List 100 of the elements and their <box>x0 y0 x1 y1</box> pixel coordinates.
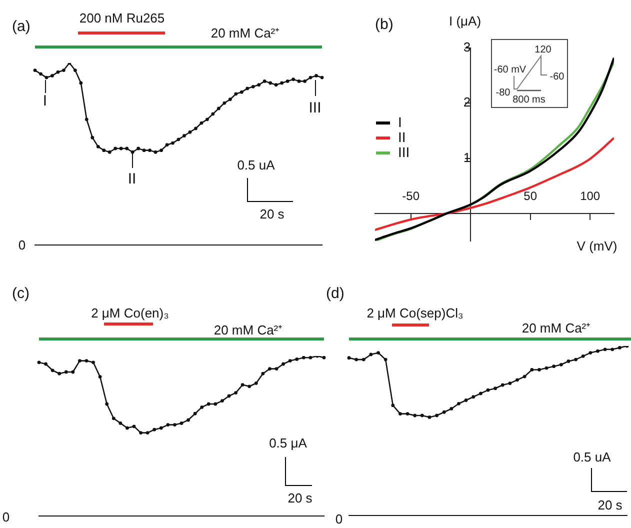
point <box>295 358 299 361</box>
point <box>268 367 272 370</box>
text: 0 <box>335 512 343 526</box>
chart-title: (a) <box>12 18 30 36</box>
point <box>62 68 66 72</box>
point <box>44 76 48 80</box>
point <box>406 412 410 416</box>
point <box>618 346 622 350</box>
point <box>251 84 255 88</box>
point <box>78 359 82 362</box>
point <box>182 134 186 138</box>
point <box>302 356 306 360</box>
point <box>320 76 324 80</box>
chart-title: (d) <box>326 285 344 302</box>
point <box>79 81 83 85</box>
point <box>274 367 278 370</box>
point <box>254 382 258 385</box>
point <box>308 76 312 80</box>
point <box>171 141 174 145</box>
point <box>530 368 534 372</box>
point <box>559 362 563 366</box>
point <box>118 422 122 425</box>
point <box>442 410 446 414</box>
text: 20 mM Ca²⁺ <box>210 26 280 40</box>
point <box>206 118 209 122</box>
annotation: 0.5 uA <box>237 158 275 172</box>
point <box>216 106 220 110</box>
point <box>186 418 190 422</box>
point <box>130 150 134 154</box>
point <box>96 144 100 148</box>
point <box>64 370 68 374</box>
point <box>92 360 95 364</box>
point <box>308 356 312 360</box>
point <box>146 431 150 434</box>
point <box>165 143 169 147</box>
point <box>105 402 109 406</box>
point <box>544 366 548 370</box>
point <box>262 79 266 83</box>
point <box>522 374 526 378</box>
point <box>398 412 402 416</box>
point <box>472 395 476 399</box>
point <box>119 146 123 150</box>
point <box>292 78 295 82</box>
annotation: 0.5 μA <box>269 436 307 450</box>
point <box>297 79 301 83</box>
point <box>428 416 432 419</box>
point <box>261 372 265 376</box>
point <box>457 402 460 406</box>
point <box>246 86 250 90</box>
point <box>71 370 75 374</box>
point <box>58 372 62 376</box>
point <box>596 349 600 353</box>
annotation: -80 <box>496 88 511 99</box>
legend-label: I <box>398 114 402 130</box>
point <box>234 391 238 394</box>
legend-label: II <box>398 128 406 145</box>
annotation: 120 <box>534 44 552 56</box>
point <box>126 426 129 430</box>
point <box>228 98 232 102</box>
point <box>322 356 326 360</box>
point <box>148 148 152 152</box>
annotation: III <box>308 100 322 116</box>
point <box>206 402 210 406</box>
point <box>56 70 60 74</box>
point <box>220 399 224 402</box>
annotation: I <box>42 92 48 110</box>
chart-title: (c) <box>12 285 30 302</box>
point <box>500 383 504 387</box>
point <box>486 388 490 392</box>
point <box>538 368 541 372</box>
point <box>33 68 37 72</box>
point <box>288 359 292 362</box>
point <box>240 383 244 386</box>
point <box>391 404 395 408</box>
point <box>176 138 180 142</box>
point <box>44 362 48 366</box>
point <box>274 83 278 87</box>
point <box>159 426 163 430</box>
point <box>166 423 170 426</box>
point <box>193 412 197 416</box>
point <box>90 136 94 140</box>
point <box>413 414 417 418</box>
point <box>154 150 158 154</box>
point <box>73 68 77 72</box>
annotation: II <box>128 170 136 188</box>
x-tick-label: 50 <box>524 188 538 203</box>
text: 20 mM Ca²⁺ <box>214 322 282 338</box>
text: 2 μM Co(en)₃ <box>91 306 169 320</box>
point <box>50 368 54 372</box>
point <box>180 422 184 425</box>
point <box>248 384 252 388</box>
point <box>347 356 351 360</box>
point <box>211 112 215 116</box>
point <box>152 428 156 432</box>
x-tick-label: -50 <box>402 188 420 203</box>
text: 20 mM Ca²⁺ <box>522 320 590 336</box>
point <box>435 414 438 418</box>
annotation: -60 <box>550 72 565 83</box>
point <box>282 362 285 366</box>
chart-title: (b) <box>375 16 394 34</box>
